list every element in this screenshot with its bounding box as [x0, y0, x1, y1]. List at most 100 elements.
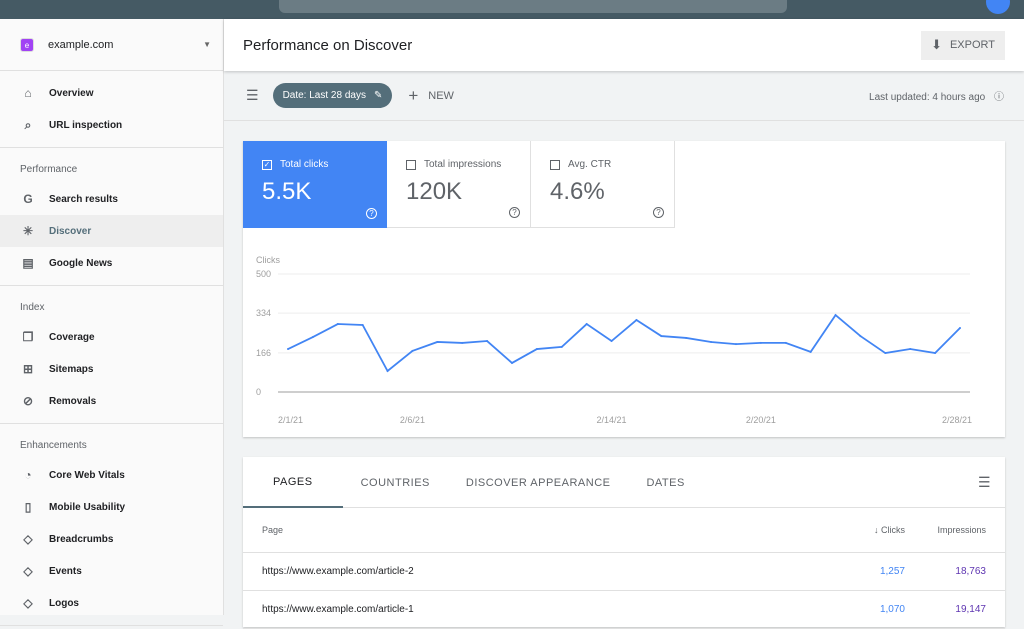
tab-discover-appearance[interactable]: DISCOVER APPEARANCE: [465, 476, 611, 489]
sidebar-item-label: Coverage: [49, 331, 95, 343]
data-point: [411, 349, 414, 352]
page-url[interactable]: https://www.example.com/article-2: [262, 566, 414, 577]
y-tick-label: 166: [256, 348, 271, 358]
property-favicon: e: [20, 37, 34, 52]
data-point: [759, 341, 762, 344]
metric-value: 5.5K: [262, 178, 312, 205]
export-button[interactable]: ⬇ EXPORT: [921, 30, 1005, 60]
sidebar-item-search-results[interactable]: G Search results: [0, 183, 223, 215]
filter-icon[interactable]: ☰: [977, 473, 991, 490]
data-point: [959, 327, 961, 330]
x-tick-label: 2/14/21: [597, 415, 627, 425]
filter-icon[interactable]: ☰: [246, 87, 259, 103]
sidebar-section-title: Performance: [20, 164, 78, 175]
data-point: [710, 340, 713, 343]
x-tick-label: 2/6/21: [400, 415, 425, 425]
table-row[interactable]: https://www.example.com/article-2 1,257 18…: [243, 553, 1005, 591]
clicks-cell: 1,257: [879, 566, 905, 577]
new-filter-button[interactable]: + NEW: [408, 85, 454, 105]
tab-dates[interactable]: DATES: [646, 476, 685, 489]
sidebar-item-label: Sitemaps: [49, 363, 94, 375]
sidebar: e example.com ▼ ⌂ Overview ⌕ URL inspection…: [0, 19, 224, 626]
sidebar-item-removals[interactable]: ⊘ Removals: [0, 385, 223, 417]
chevron-down-icon: ▼: [203, 40, 211, 49]
data-point: [685, 336, 688, 339]
page-title: Performance on Discover: [243, 36, 413, 54]
tab-pages[interactable]: PAGES: [243, 457, 343, 508]
sidebar-item-breadcrumbs[interactable]: ◇ Breadcrumbs: [0, 523, 223, 555]
data-point: [809, 350, 812, 353]
help-icon[interactable]: ?: [509, 207, 520, 218]
column-header[interactable]: Impressions: [937, 525, 986, 535]
sidebar-section: Enhancements ◔ Core Web Vitals ▯ Mobile Usab…: [0, 424, 223, 626]
checkbox[interactable]: [406, 159, 416, 170]
gauge-icon: ◔: [24, 468, 32, 482]
sidebar-section-title: Index: [20, 302, 45, 313]
sidebar-item-core-web-vitals[interactable]: ◔ Core Web Vitals: [0, 459, 223, 491]
google-icon: G: [23, 192, 33, 206]
avatar[interactable]: [986, 0, 1010, 14]
data-point: [361, 323, 364, 326]
sidebar-item-sitemaps[interactable]: ⊞ Sitemaps: [0, 353, 223, 385]
sidebar-section: Index ❐ Coverage ⊞ Sitemaps ⊘ Removals: [0, 286, 223, 424]
data-point: [535, 348, 538, 351]
help-icon[interactable]: ⓘ: [994, 92, 1004, 103]
date-filter-chip[interactable]: Date: Last 28 days ✎: [272, 83, 393, 108]
help-icon[interactable]: ?: [366, 208, 377, 219]
column-header[interactable]: Page: [262, 525, 284, 535]
sidebar-item-label: Core Web Vitals: [49, 469, 125, 481]
clicks-series-line: [287, 313, 961, 373]
column-header[interactable]: ↓ Clicks: [873, 525, 905, 535]
page-url[interactable]: https://www.example.com/article-1: [262, 604, 414, 615]
sidebar-item-label: Search results: [49, 193, 118, 205]
clicks-cell: 1,070: [879, 604, 905, 615]
metric-tile[interactable]: Avg. CTR 4.6%?: [531, 141, 675, 228]
sidebar-item-label: Logos: [49, 597, 79, 609]
data-point: [934, 352, 937, 355]
sidebar-item-label: Google News: [49, 257, 113, 269]
search-icon: ⌕: [24, 117, 32, 132]
data-point: [585, 323, 588, 326]
plus-icon: +: [408, 85, 419, 105]
home-icon: ⌂: [24, 86, 32, 100]
copy-icon: ❐: [22, 330, 34, 344]
table-row[interactable]: https://www.example.com/article-1 1,070 19…: [243, 591, 1005, 629]
metric-tile[interactable]: Total impressions 120K?: [387, 141, 531, 228]
data-point: [436, 340, 439, 343]
top-app-bar: [0, 0, 1024, 19]
property-selector[interactable]: e example.com ▼: [0, 19, 223, 71]
metric-tile[interactable]: ✓ Total clicks 5.5K?: [243, 141, 387, 228]
data-point: [511, 361, 513, 364]
search-bar[interactable]: [279, 0, 787, 13]
sidebar-item-events[interactable]: ◇ Events: [0, 555, 223, 587]
layers-icon: ◇: [23, 564, 33, 578]
sidebar-item-discover[interactable]: ✳ Discover: [0, 215, 223, 247]
data-point: [336, 323, 339, 326]
sidebar-item-label: Discover: [49, 225, 92, 237]
sidebar-section-main: ⌂ Overview ⌕ URL inspection: [0, 71, 223, 148]
pages-table-card: PAGES COUNTRIES DISCOVER APPEARANCE DATES ☰ …: [243, 457, 1005, 629]
checkbox[interactable]: [550, 159, 560, 170]
sidebar-item-label: Breadcrumbs: [49, 533, 114, 545]
sidebar-item-coverage[interactable]: ❐ Coverage: [0, 321, 223, 353]
sidebar-item-mobile-usability[interactable]: ▯ Mobile Usability: [0, 491, 223, 523]
sidebar-item-url-inspection[interactable]: ⌕ URL inspection: [0, 109, 223, 141]
page-header: Performance on Discover ⬇ EXPORT: [224, 19, 1024, 71]
sidebar-section-title: Enhancements: [20, 440, 87, 451]
sitemap-icon: ⊞: [22, 362, 34, 376]
sidebar-item-overview[interactable]: ⌂ Overview: [0, 77, 223, 109]
sidebar-item-label: Removals: [49, 395, 97, 407]
sidebar-item-google-news[interactable]: ▤ Google News: [0, 247, 223, 279]
download-icon: ⬇: [931, 37, 942, 52]
table-header: Page ↓ Clicks Impressions: [243, 508, 1005, 553]
data-point: [784, 341, 787, 344]
edit-icon: ✎: [373, 90, 383, 101]
y-tick-label: 334: [256, 308, 271, 318]
sidebar-item-label: Events: [49, 565, 82, 577]
sidebar-item-logos[interactable]: ◇ Logos: [0, 587, 223, 619]
help-icon[interactable]: ?: [653, 207, 664, 218]
sidebar-item-label: URL inspection: [49, 119, 123, 131]
checkbox[interactable]: ✓: [262, 159, 272, 170]
sidebar-item-label: Overview: [49, 87, 94, 99]
tab-countries[interactable]: COUNTRIES: [360, 476, 430, 489]
